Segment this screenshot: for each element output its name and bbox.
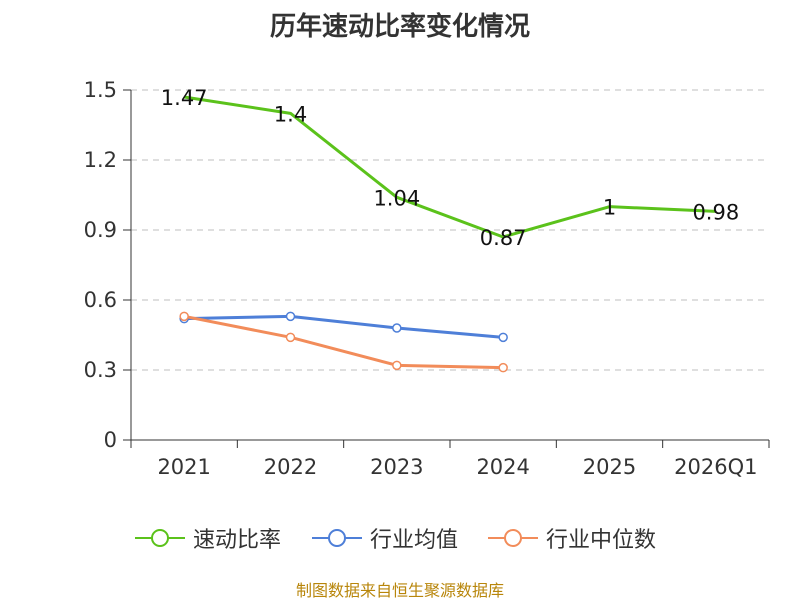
- y-tick-label: 0.6: [84, 288, 117, 312]
- data-point: [285, 332, 296, 343]
- data-label: 1.04: [373, 186, 420, 210]
- data-label: 1.47: [161, 86, 208, 110]
- data-label: 1: [603, 196, 616, 220]
- legend-label: 行业中位数: [546, 528, 657, 553]
- y-tick-label: 1.2: [84, 148, 117, 172]
- data-label: 1.4: [274, 102, 307, 126]
- legend-item-industry-median[interactable]: 行业中位数: [488, 520, 656, 556]
- legend: 速动比率 行业均值 行业中位数: [0, 520, 800, 556]
- legend-item-industry-mean[interactable]: 行业均值: [312, 520, 458, 556]
- data-label: 0.87: [480, 226, 527, 250]
- series-line-2: [183, 314, 504, 370]
- y-tick-label: 0.9: [84, 218, 117, 242]
- x-tick-label: 2025: [583, 455, 636, 479]
- chart-title: 历年速动比率变化情况: [269, 12, 530, 42]
- legend-item-quick-ratio[interactable]: 速动比率: [135, 520, 281, 556]
- y-tick-label: 1.5: [84, 78, 117, 102]
- series-line-1: [184, 314, 504, 339]
- x-tick-label: 2024: [476, 455, 529, 479]
- data-point: [179, 311, 189, 322]
- legend-label: 速动比率: [193, 528, 282, 553]
- data-point: [498, 332, 508, 343]
- x-tick-label: 2022: [264, 455, 317, 479]
- data-point: [285, 311, 296, 322]
- data-point: [498, 362, 508, 373]
- legend-line-circle-icon: [488, 529, 538, 547]
- y-tick-label: 0: [104, 428, 117, 452]
- x-tick-label: 2021: [157, 455, 210, 479]
- data-label: 0.98: [692, 200, 739, 224]
- legend-line-circle-icon: [135, 529, 185, 547]
- legend-line-circle-icon: [312, 529, 362, 547]
- y-tick-label: 0.3: [84, 358, 117, 382]
- x-tick-label: 2023: [370, 455, 423, 479]
- series-line-0: [183, 95, 716, 239]
- data-point: [392, 323, 402, 333]
- legend-label: 行业均值: [370, 528, 459, 553]
- source-note: 制图数据来自恒生聚源数据库: [295, 581, 504, 600]
- x-tick-label: 2026Q1: [674, 455, 757, 479]
- data-point: [392, 360, 402, 371]
